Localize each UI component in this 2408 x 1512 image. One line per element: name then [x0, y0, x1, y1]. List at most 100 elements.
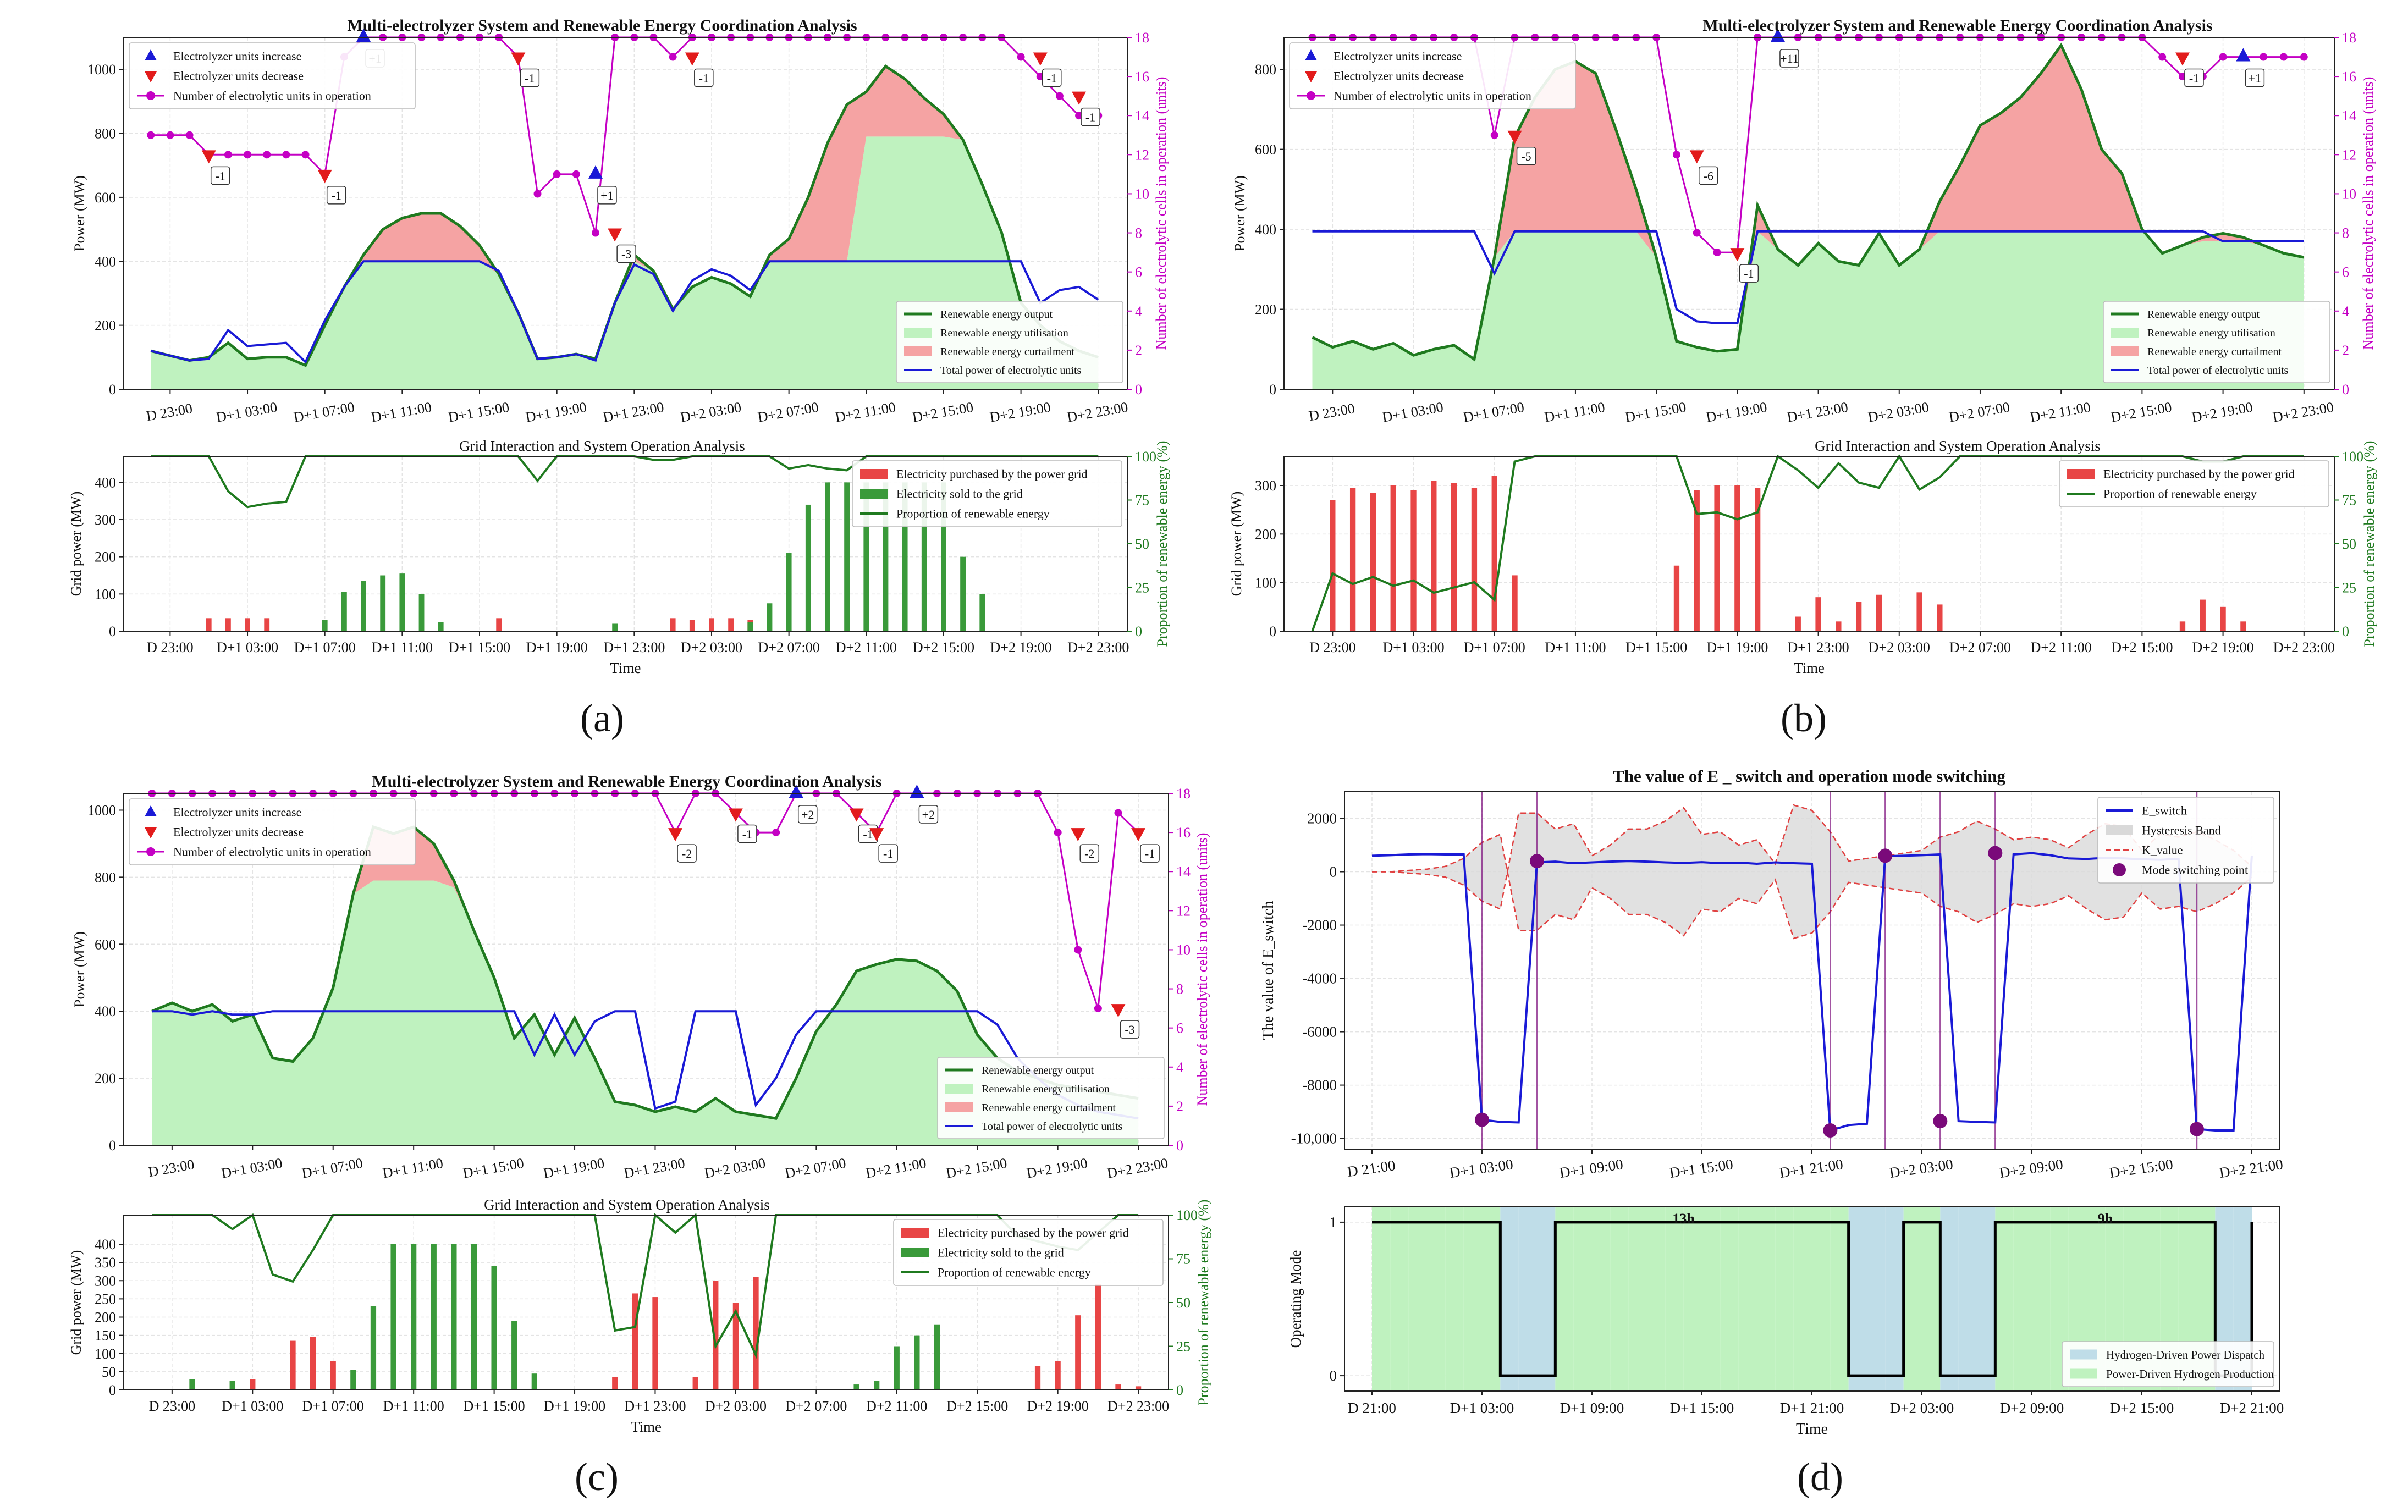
x-tick-label: D+1 15:00 [447, 399, 511, 426]
x-tick-label: D 23:00 [145, 400, 194, 424]
production-shade [1628, 1207, 1647, 1391]
annotation-label: -3 [621, 247, 631, 261]
units-legend-label: Number of electrolytic units in operatio… [1334, 89, 1531, 103]
y-tick-label: 400 [95, 1003, 116, 1019]
grid-x-tick-label: D+2 03:00 [681, 639, 742, 655]
y2-tick-label: 0 [1176, 1138, 1183, 1154]
y2-tick-label: 10 [1176, 942, 1191, 958]
y-tick-label: 1000 [87, 62, 116, 78]
decrease-marker [511, 52, 526, 66]
sold-bar [934, 1324, 940, 1390]
x-tick-label: D+1 23:00 [602, 399, 665, 426]
sold-bar [863, 482, 869, 631]
grid-x-tick-label: D+1 07:00 [1464, 639, 1525, 655]
x-tick-label: D+2 03:00 [1867, 399, 1931, 426]
panel-b: -5 -6 -1 +11 -1 +1 0 200 400 600 800 0 2 4 6 8 10 12 14 16 1… [1228, 16, 2377, 740]
annotation-box [1140, 844, 1160, 863]
sold-bar [883, 482, 889, 631]
purchase-bar [1330, 500, 1336, 631]
production-shade [1610, 1207, 1629, 1391]
switch-legend-label: Mode switching point [2142, 863, 2248, 877]
y2-tick-label: 12 [2342, 147, 2356, 163]
production-shade [1922, 1207, 1941, 1391]
decrease-marker [1071, 828, 1085, 842]
annotation-label: -1 [525, 71, 535, 85]
grid-x-tick-label: D+2 03:00 [1869, 639, 1930, 655]
y2-tick-label: 16 [2342, 69, 2356, 85]
renewable-output-line [150, 64, 1099, 367]
annotation-box [1081, 107, 1100, 126]
production-shade [1592, 1207, 1611, 1391]
units-point [282, 151, 290, 159]
decrease-marker [1072, 91, 1087, 105]
units-legend-label: Electrolyzer units decrease [173, 69, 304, 83]
units-legend-label: Number of electrolytic units in operatio… [173, 845, 371, 859]
x-tick-label: D+2 15:00 [945, 1155, 1009, 1182]
purchase-bar [1135, 1386, 1142, 1390]
units-legend-box [129, 798, 416, 865]
purchase-bar [496, 618, 502, 631]
operating-mode-line [1372, 1221, 2253, 1377]
grid-y2-tick-label: 100 [2342, 449, 2363, 465]
grid-y-tick-label: 200 [95, 1310, 116, 1326]
curtailment-area [1312, 45, 2304, 360]
annotation-label: -1 [863, 827, 873, 841]
y2-tick-label: 8 [2342, 225, 2349, 241]
sold-bar [825, 482, 830, 631]
power-legend-label: Renewable energy utilisation [982, 1083, 1110, 1095]
annotation-box [878, 844, 898, 863]
purchase-bar [709, 618, 714, 631]
switch-point [1823, 1123, 1838, 1138]
y2-tick-label: 4 [1176, 1059, 1183, 1075]
annotation-label: -1 [216, 169, 225, 183]
purchase-bar [2200, 599, 2206, 631]
y2-axis-label: Number of electrolytic cells in operatio… [2360, 77, 2376, 350]
purchase-bar [632, 1293, 638, 1390]
annotation-box [616, 244, 636, 263]
x-tick-label: D+2 15:00 [2109, 399, 2173, 426]
power-legend-box [937, 1057, 1165, 1139]
grid-x-tick-label: D+2 19:00 [2192, 639, 2254, 655]
duration-label: 9h [2098, 1211, 2113, 1227]
increase-marker [1770, 29, 1785, 42]
grid-x-tick-label: D+2 07:00 [1949, 639, 2011, 655]
units-point [1074, 946, 1082, 954]
y-axis-label: Power (MW) [71, 175, 87, 251]
y-tick-label: 800 [95, 126, 116, 142]
switch-point [1475, 1112, 1489, 1127]
grid-x-tick-label: D+1 11:00 [1545, 639, 1606, 655]
grid-y-tick-label: 200 [95, 549, 116, 565]
grid-y-tick-label: 350 [95, 1255, 116, 1271]
purchase-bar [206, 618, 212, 631]
sold-bar [471, 1244, 477, 1390]
annotation-box [1042, 68, 1062, 87]
x-tick-label: D+1 11:00 [370, 399, 433, 426]
grid-legend-label: Proportion of renewable energy [2103, 487, 2257, 501]
sold-bar [350, 1370, 356, 1390]
units-point [1054, 829, 1062, 837]
y2-tick-label: 2 [1176, 1099, 1183, 1114]
grid-y2-tick-label: 0 [1176, 1382, 1183, 1398]
production-shade [1738, 1207, 1757, 1391]
y2-tick-label: 12 [1176, 903, 1191, 919]
main-frame [1283, 37, 2335, 390]
units-legend-box [1289, 42, 1576, 109]
mode-x-tick-label: D 21:00 [1348, 1400, 1396, 1416]
units-legend-label: Electrolyzer units increase [173, 805, 301, 819]
electrolyzer-power-line [150, 260, 1099, 364]
units-legend-tri [145, 49, 157, 60]
grid-y-tick-label: 0 [109, 1382, 116, 1398]
sold-bar [921, 482, 927, 631]
y2-tick-label: 14 [1176, 864, 1191, 880]
production-shade [1903, 1207, 1922, 1391]
grid-legend-box [893, 1219, 1164, 1286]
production-shade [1573, 1207, 1592, 1391]
purchase-bar [1431, 481, 1437, 631]
grid-x-tick-label: D+2 23:00 [1107, 1398, 1169, 1414]
y2-tick-label: 6 [2342, 264, 2349, 280]
grid-y-tick-label: 250 [95, 1291, 116, 1307]
units-point [224, 151, 232, 159]
annotation-label: -5 [1521, 150, 1531, 163]
panel-c: -2-1+2-1-1+2-2-3-10200400600800100002468… [68, 772, 1211, 1499]
units-point [147, 131, 155, 139]
